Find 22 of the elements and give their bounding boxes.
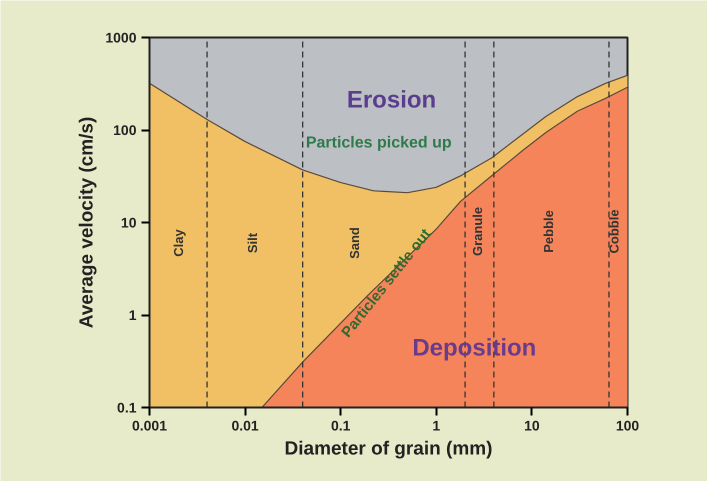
x-axis-title: Diameter of grain (mm) bbox=[284, 438, 492, 460]
x-tick-label: 0.1 bbox=[330, 418, 351, 434]
annotation: Particles picked up bbox=[306, 134, 452, 152]
y-tick-label: 1000 bbox=[105, 30, 137, 46]
annotation: Clay bbox=[170, 228, 186, 257]
y-tick-label: 1 bbox=[128, 307, 137, 323]
y-tick-label: 100 bbox=[113, 122, 137, 138]
annotation: Pebble bbox=[541, 210, 556, 253]
y-tick-label: 0.1 bbox=[117, 400, 137, 416]
y-axis-title: Average velocity (cm/s) bbox=[76, 116, 98, 328]
annotation: Sand bbox=[347, 227, 362, 259]
x-tick-label: 100 bbox=[616, 418, 640, 434]
y-tick-label: 10 bbox=[120, 214, 137, 230]
x-tick-label: 1 bbox=[432, 418, 440, 434]
annotation: Erosion bbox=[346, 86, 436, 114]
x-tick-label: 0.01 bbox=[231, 418, 259, 434]
annotation: Silt bbox=[245, 232, 260, 254]
annotation: Deposition bbox=[412, 334, 536, 362]
x-tick-label: 0.001 bbox=[132, 418, 168, 434]
annotation: Cobble bbox=[606, 209, 622, 254]
annotation: Granule bbox=[470, 206, 486, 256]
x-tick-label: 10 bbox=[524, 418, 540, 434]
